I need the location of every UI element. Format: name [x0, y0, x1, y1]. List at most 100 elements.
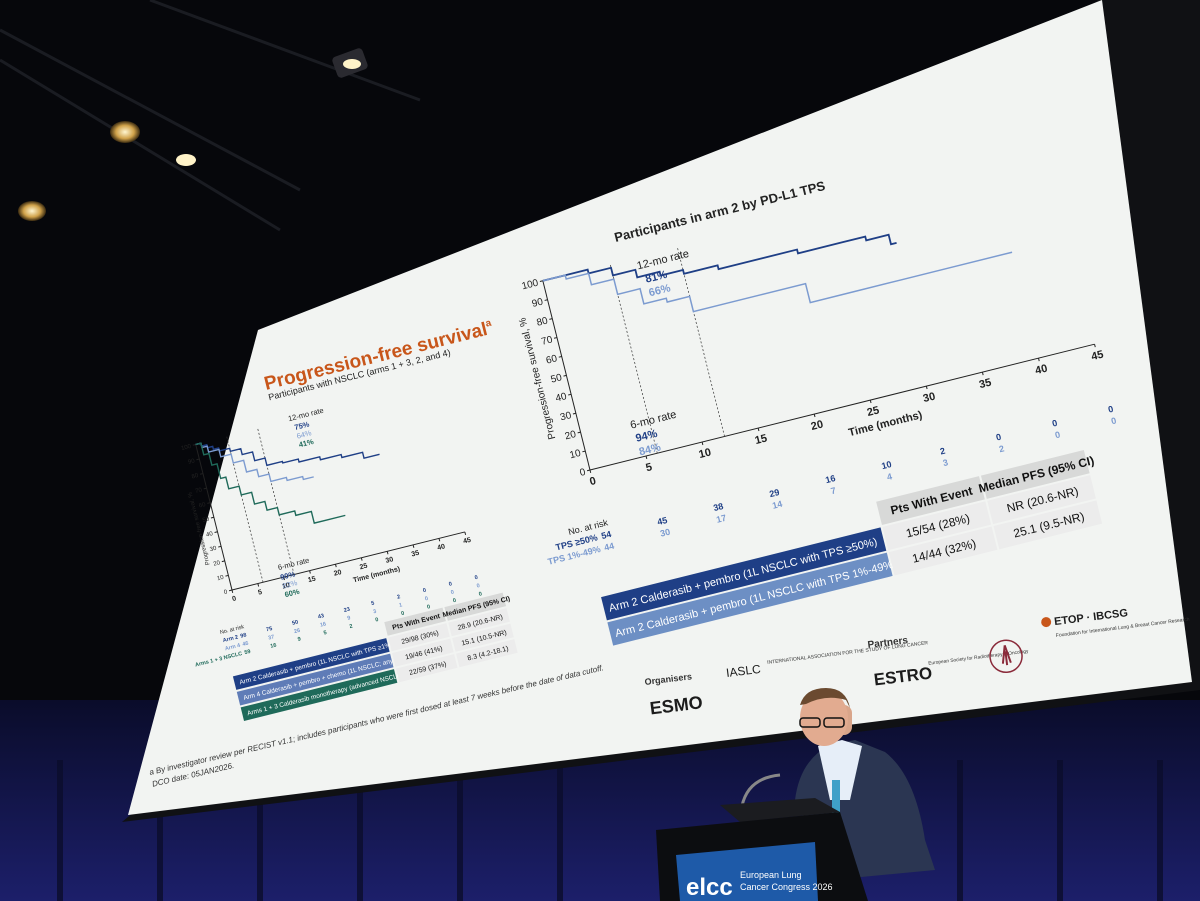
y-tick-label: 20	[564, 429, 578, 442]
at-risk-value: 29	[768, 487, 780, 499]
y-tick	[199, 473, 204, 475]
y-tick	[228, 589, 233, 592]
university-seal-icon	[989, 639, 1023, 673]
left-rate6-value-arm2: 90%	[279, 569, 296, 581]
y-tick	[563, 374, 567, 377]
x-tick	[701, 441, 704, 446]
left-rate12-value-arms13: 41%	[298, 437, 315, 449]
x-tick	[925, 386, 928, 390]
at-risk-value: 30	[659, 527, 671, 539]
speaker-shirt	[818, 740, 862, 800]
x-tick-label: 0	[588, 475, 597, 488]
table-header-cell	[444, 592, 507, 621]
y-tick	[549, 318, 553, 320]
reference-line	[609, 263, 658, 454]
y-tick	[225, 574, 229, 577]
at-risk-label: No. at risk	[219, 624, 245, 636]
university-seal-mark-icon	[1001, 644, 1012, 666]
y-tick-label: 30	[209, 546, 218, 554]
at-risk-value: 0	[1051, 418, 1058, 429]
podium-sign	[676, 842, 818, 901]
at-risk-value: 16	[824, 473, 836, 485]
at-risk-value: 14	[771, 499, 783, 511]
at-risk-value: 0	[478, 591, 482, 598]
at-risk-value: 59	[244, 649, 251, 656]
x-tick-label: 25	[866, 404, 881, 419]
x-tick	[412, 544, 415, 548]
y-tick-label: 60	[198, 502, 207, 510]
y-tick	[582, 450, 586, 453]
y-tick-label: 90	[531, 296, 545, 309]
table-row-label-cell	[232, 638, 390, 690]
at-risk-value: 0	[474, 575, 478, 582]
reference-line	[677, 247, 725, 437]
y-tick	[214, 531, 218, 533]
x-tick	[981, 372, 984, 376]
at-risk-value: 3	[373, 609, 377, 616]
at-risk-value: 0	[450, 589, 454, 596]
at-risk-value: 0	[422, 588, 426, 595]
at-risk-value: 44	[603, 541, 615, 553]
y-tick	[558, 355, 562, 358]
table-header-cell	[876, 476, 985, 525]
table-cell	[395, 654, 458, 683]
table-cell	[888, 526, 998, 576]
iaslc-logo: IASLC	[725, 662, 761, 680]
y-tick	[539, 280, 543, 283]
right-rate12-value-high: 81%	[644, 269, 668, 286]
partners-label: Partners	[867, 635, 909, 651]
y-tick-label: 100	[181, 444, 193, 452]
at-risk-value: 2	[998, 443, 1005, 454]
at-risk-value: 0	[448, 581, 452, 588]
table-cell	[882, 501, 992, 551]
at-risk-value: 0	[375, 617, 379, 624]
x-tick	[231, 589, 234, 594]
ceiling-truss	[0, 0, 421, 232]
y-tick-label: 40	[554, 391, 568, 404]
at-risk-value: 1	[399, 602, 403, 609]
at-risk-value: 5	[323, 630, 327, 637]
table-cell	[987, 475, 1096, 525]
at-risk-value: 16	[270, 642, 277, 649]
x-tick	[386, 551, 389, 555]
y-tick-label: 0	[579, 467, 587, 479]
at-risk-value: 38	[712, 501, 724, 513]
y-tick-label: 70	[195, 487, 204, 495]
x-tick	[1038, 358, 1040, 362]
x-tick-label: 15	[307, 576, 316, 585]
elcc-logo: elcc	[686, 874, 733, 901]
table-header-cell	[384, 607, 446, 636]
km-curve	[195, 442, 346, 524]
x-tick-label: 25	[359, 563, 368, 572]
at-risk-value: 3	[942, 457, 949, 468]
x-tick	[464, 531, 467, 535]
y-tick	[203, 487, 207, 490]
at-risk-value: 75	[266, 626, 273, 633]
x-tick	[645, 455, 648, 460]
y-tick-label: 50	[202, 516, 211, 524]
microphone-icon	[740, 773, 781, 807]
at-risk-value: 10	[880, 459, 892, 471]
x-axis	[231, 531, 465, 591]
km-curve	[195, 442, 314, 483]
at-risk-value: 0	[476, 583, 480, 590]
table-row-label-cell	[236, 653, 394, 706]
left-rate12-value-arm4: 64%	[296, 428, 313, 440]
y-tick	[192, 443, 196, 446]
at-risk-value: 2	[939, 446, 946, 457]
at-risk-value: 0	[1110, 415, 1117, 426]
x-tick-label: 0	[232, 595, 238, 603]
table-row-label-cell	[601, 527, 887, 621]
right-rate6-value-high: 94%	[634, 428, 658, 445]
at-risk-value: 37	[268, 634, 275, 641]
x-tick	[813, 413, 816, 418]
at-risk-value: 43	[317, 613, 324, 620]
at-risk-value: 4	[886, 471, 893, 482]
left-rate6-value-arm4: 82%	[281, 578, 298, 590]
at-risk-value: 2	[397, 594, 401, 601]
table-cell	[448, 608, 510, 637]
